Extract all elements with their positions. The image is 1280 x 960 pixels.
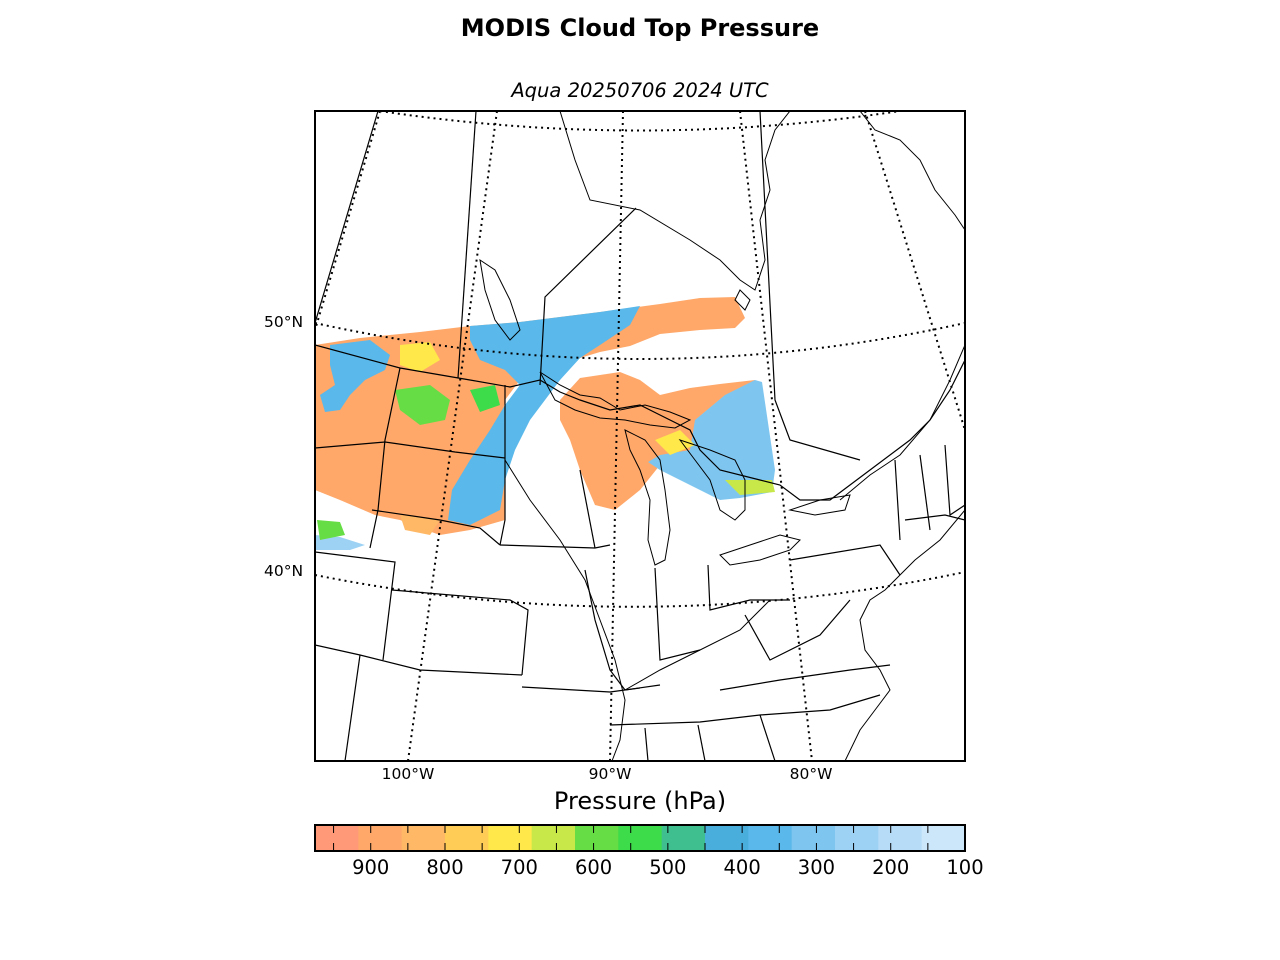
colorbar-segment bbox=[791, 825, 836, 851]
colorbar-segment bbox=[705, 825, 749, 851]
state-border-ga bbox=[759, 714, 776, 761]
colorbar-segment bbox=[575, 825, 619, 851]
swath-high-cloud-sw bbox=[315, 535, 365, 550]
state-border-mn-wi bbox=[499, 385, 506, 546]
meridian-80w bbox=[739, 111, 813, 761]
state-border-tx bbox=[344, 654, 361, 761]
meridian-110w bbox=[315, 111, 381, 331]
state-border-tn-ms bbox=[644, 727, 649, 761]
state-border-ok bbox=[315, 644, 523, 676]
state-border-pa-ny bbox=[789, 544, 901, 576]
colorbar-tick-label: 700 bbox=[500, 856, 538, 879]
state-border-co-ks bbox=[315, 551, 396, 661]
colorbar-tick-label: 100 bbox=[946, 856, 984, 879]
colorbar-segment bbox=[661, 825, 706, 851]
swath-high-cloud-lakes bbox=[648, 380, 775, 500]
lat-label-50n: 50°N bbox=[264, 313, 304, 331]
map-frame bbox=[314, 110, 966, 762]
colorbar-segment bbox=[445, 825, 489, 851]
colorbar-segments bbox=[315, 825, 966, 851]
state-border-sd-ne bbox=[371, 509, 501, 546]
colorbar-segment bbox=[358, 825, 403, 851]
lon-label-80w: 80°W bbox=[789, 765, 833, 783]
colorbar-segment bbox=[618, 825, 663, 851]
figure-subtitle: Aqua 20250706 2024 UTC bbox=[511, 79, 769, 102]
colorbar-segment bbox=[488, 825, 533, 851]
state-border-wi-il bbox=[579, 469, 596, 549]
canada-province-border-1 bbox=[315, 111, 379, 324]
colorbar-segment bbox=[315, 825, 359, 851]
lake-huron bbox=[678, 439, 746, 521]
swath-mid-cloud-patch-3 bbox=[470, 385, 500, 412]
colorbar-ticks bbox=[333, 825, 929, 851]
colorbar-tick-label: 500 bbox=[649, 856, 687, 879]
swath-high-cloud-west bbox=[320, 340, 390, 412]
colorbar-tick-label: 600 bbox=[574, 856, 613, 879]
colorbar-tick-label: 900 bbox=[352, 856, 390, 879]
james-bay-coast bbox=[734, 289, 751, 311]
colorbar-segment bbox=[531, 825, 576, 851]
state-border-ny-vt bbox=[894, 459, 901, 541]
colorbar-tick-label: 200 bbox=[872, 856, 910, 879]
colorbar-tick-label: 400 bbox=[723, 856, 761, 879]
parallel-60n bbox=[379, 111, 901, 132]
state-border-ms-al bbox=[697, 724, 706, 761]
state-border-wv bbox=[744, 599, 851, 661]
colorbar-segment bbox=[835, 825, 879, 851]
state-border-me bbox=[944, 444, 965, 517]
colorbar-tick-label: 800 bbox=[426, 856, 464, 879]
colorbar-segment bbox=[921, 825, 966, 851]
colorbar-segment bbox=[401, 825, 446, 851]
canada-province-border-3 bbox=[539, 207, 637, 386]
st-lawrence bbox=[839, 344, 965, 501]
canada-province-border-4 bbox=[759, 111, 861, 461]
atlantic-coast bbox=[844, 509, 965, 761]
state-border-in-oh bbox=[654, 567, 701, 661]
coastlines bbox=[479, 111, 965, 761]
colorbar-segment bbox=[748, 825, 793, 851]
lake-erie bbox=[719, 534, 801, 566]
colorbar-title: Pressure (hPa) bbox=[553, 787, 727, 815]
meridian-100w bbox=[407, 111, 498, 761]
state-border-il-in bbox=[584, 569, 661, 691]
meridian-70w bbox=[864, 111, 965, 431]
ohio-river bbox=[624, 599, 771, 691]
state-border-va-nc bbox=[719, 664, 891, 691]
lake-winnipeg bbox=[479, 258, 521, 341]
figure-title: MODIS Cloud Top Pressure bbox=[460, 14, 820, 42]
swath-mid-cloud-patch-1 bbox=[400, 342, 440, 372]
swath-mid-cloud-patch-5 bbox=[725, 480, 775, 495]
swath-mid-cloud-patch-2 bbox=[395, 385, 450, 425]
colorbar-segment bbox=[878, 825, 923, 851]
cloud-swath bbox=[315, 297, 775, 550]
lake-superior bbox=[539, 371, 692, 429]
lat-label-40n: 40°N bbox=[264, 562, 304, 580]
lake-ontario bbox=[788, 494, 851, 516]
swath-mid-cloud-patch-6 bbox=[317, 520, 345, 540]
swath-mid-cloud-patch-7 bbox=[400, 515, 440, 535]
lon-label-100w: 100°W bbox=[381, 765, 435, 783]
lon-label-90w: 90°W bbox=[588, 765, 632, 783]
colorbar-frame bbox=[314, 824, 966, 852]
hudson-bay-coast bbox=[559, 111, 791, 291]
us-canada-border bbox=[315, 344, 965, 501]
state-border-nd-sd bbox=[315, 441, 506, 459]
lake-michigan bbox=[624, 429, 671, 566]
swath-high-cloud-band bbox=[448, 306, 640, 525]
canada-province-border-2 bbox=[457, 111, 477, 379]
mississippi-river bbox=[504, 459, 626, 761]
state-border-ks-mo bbox=[391, 589, 529, 676]
state-border-mt-nd bbox=[369, 367, 401, 549]
swath-mid-cloud-patch-4 bbox=[655, 430, 695, 455]
labrador-coast bbox=[859, 111, 965, 231]
colorbar-tick-label: 300 bbox=[797, 856, 836, 879]
